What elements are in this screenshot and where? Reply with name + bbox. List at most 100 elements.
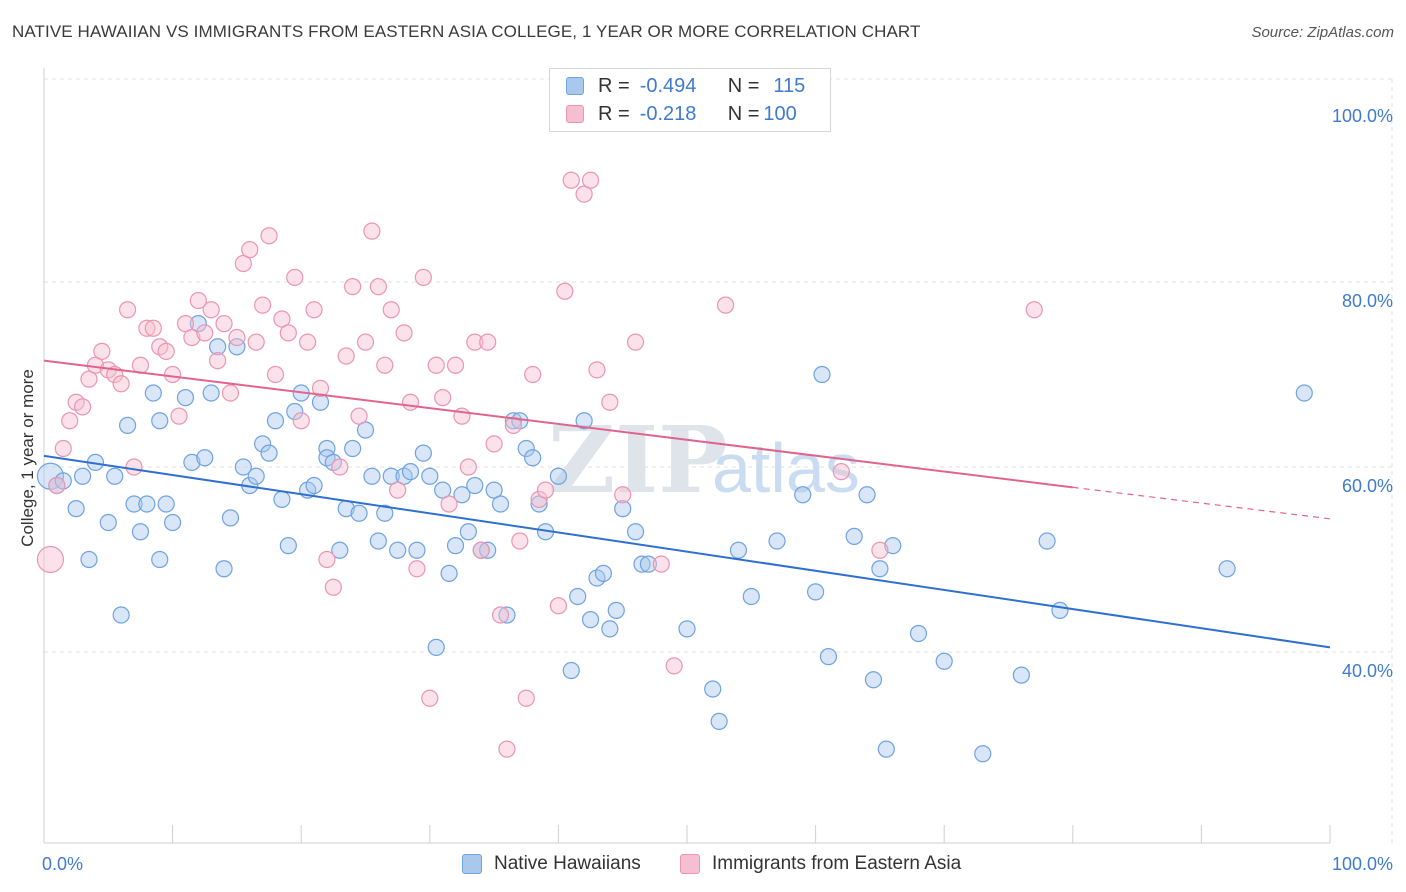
- point-eastern-asia: [517, 689, 535, 707]
- point-eastern-asia: [292, 412, 310, 430]
- watermark-atlas: atlas: [712, 429, 860, 507]
- point-eastern-asia: [286, 268, 304, 286]
- point-eastern-asia: [440, 495, 458, 513]
- point-eastern-asia: [524, 365, 542, 384]
- point-native-hawaiian: [176, 389, 195, 407]
- point-eastern-asia: [273, 310, 291, 328]
- point-native-hawaiian: [794, 486, 812, 504]
- point-eastern-asia: [118, 301, 137, 319]
- point-native-hawaiian: [974, 745, 992, 763]
- point-native-hawaiian: [446, 537, 465, 555]
- point-native-hawaiian: [524, 449, 542, 467]
- point-eastern-asia: [331, 458, 349, 476]
- point-eastern-asia: [183, 328, 201, 347]
- point-native-hawaiian: [491, 495, 510, 513]
- x-tick-label: 100.0%: [1332, 854, 1393, 874]
- point-native-hawaiian: [67, 500, 85, 518]
- legend-swatch-pink: [566, 105, 584, 123]
- point-native-hawaiian: [729, 541, 748, 559]
- point-eastern-asia: [376, 356, 394, 374]
- point-native-hawaiian: [189, 315, 207, 333]
- point-eastern-asia: [61, 412, 79, 430]
- point-eastern-asia: [189, 291, 207, 310]
- point-eastern-asia: [369, 278, 387, 296]
- point-native-hawaiian: [131, 523, 150, 541]
- point-native-hawaiian: [106, 467, 124, 485]
- point-eastern-asia: [344, 278, 362, 296]
- trend-line-eastern-asia: [43, 359, 1073, 489]
- point-native-hawaiian: [440, 564, 458, 582]
- point-native-hawaiian: [318, 439, 336, 458]
- legend-r-value: -0.218: [639, 102, 697, 125]
- point-eastern-asia: [260, 227, 278, 245]
- point-eastern-asia: [556, 282, 574, 300]
- point-native-hawaiian: [408, 541, 426, 559]
- point-native-hawaiian: [356, 421, 375, 439]
- point-eastern-asia: [324, 578, 342, 596]
- point-native-hawaiian: [382, 467, 400, 485]
- point-native-hawaiian: [112, 606, 130, 624]
- point-native-hawaiian: [215, 560, 233, 578]
- point-eastern-asia: [446, 356, 465, 374]
- chart-title: NATIVE HAWAIIAN VS IMMIGRANTS FROM EASTE…: [12, 22, 921, 41]
- legend-r-value: -0.494: [639, 74, 697, 97]
- legend-n-value: 115: [773, 74, 806, 97]
- legend-n-value: 100: [763, 102, 797, 125]
- point-native-hawaiian: [530, 495, 548, 513]
- point-native-hawaiian: [498, 606, 516, 624]
- point-native-hawaiian: [466, 476, 484, 495]
- point-native-hawaiian: [909, 624, 928, 643]
- legend-row-native-hawaiians: R = -0.494 N = 115: [566, 73, 805, 99]
- point-native-hawaiian: [331, 541, 349, 559]
- point-eastern-asia: [318, 550, 336, 569]
- bottom-legend-label: Native Hawaiians: [494, 853, 641, 874]
- y-tick-label: 80.0%: [1342, 291, 1393, 311]
- point-eastern-asia: [247, 333, 265, 351]
- point-native-hawaiian: [344, 439, 362, 458]
- grid-lines: [44, 78, 1393, 843]
- point-eastern-asia: [112, 375, 130, 393]
- point-eastern-asia: [614, 486, 632, 504]
- data-points: [36, 171, 1313, 763]
- point-native-hawaiian: [806, 583, 825, 601]
- point-eastern-asia: [485, 435, 503, 453]
- point-eastern-asia: [36, 545, 65, 574]
- point-native-hawaiian: [858, 486, 876, 504]
- point-eastern-asia: [356, 333, 375, 351]
- point-native-hawaiian: [157, 495, 175, 513]
- point-native-hawaiian: [479, 541, 497, 559]
- point-native-hawaiian: [247, 467, 265, 485]
- legend-n-label: N =: [727, 102, 760, 125]
- point-eastern-asia: [196, 324, 214, 342]
- point-eastern-asia: [215, 315, 233, 333]
- point-eastern-asia: [254, 296, 272, 314]
- point-native-hawaiian: [138, 495, 156, 513]
- point-native-hawaiian: [504, 412, 522, 430]
- point-eastern-asia: [421, 689, 439, 707]
- point-eastern-asia: [209, 352, 227, 370]
- point-native-hawaiian: [704, 680, 722, 698]
- point-native-hawaiian: [639, 555, 658, 573]
- legend-r-label: R =: [598, 74, 630, 97]
- point-eastern-asia: [48, 476, 66, 495]
- point-eastern-asia: [221, 384, 240, 402]
- point-eastern-asia: [363, 222, 381, 240]
- legend-r-label: R =: [598, 102, 630, 125]
- point-native-hawaiian: [164, 513, 182, 532]
- point-native-hawaiian: [453, 486, 471, 504]
- point-native-hawaiian: [196, 449, 214, 467]
- point-eastern-asia: [562, 171, 580, 189]
- point-native-hawaiian: [601, 620, 619, 638]
- point-eastern-asia: [414, 268, 432, 286]
- point-eastern-asia: [472, 541, 490, 559]
- watermark: ZIP atlas: [548, 406, 860, 514]
- point-native-hawaiian: [228, 338, 246, 356]
- point-eastern-asia: [434, 389, 452, 407]
- point-eastern-asia: [549, 597, 568, 615]
- point-eastern-asia: [202, 301, 220, 319]
- bottom-legend-label: Immigrants from Eastern Asia: [712, 853, 962, 874]
- point-native-hawaiian: [575, 412, 593, 430]
- point-native-hawaiian: [1051, 601, 1069, 619]
- point-native-hawaiian: [434, 481, 452, 499]
- trend-line-native-hawaiians: [43, 454, 1331, 649]
